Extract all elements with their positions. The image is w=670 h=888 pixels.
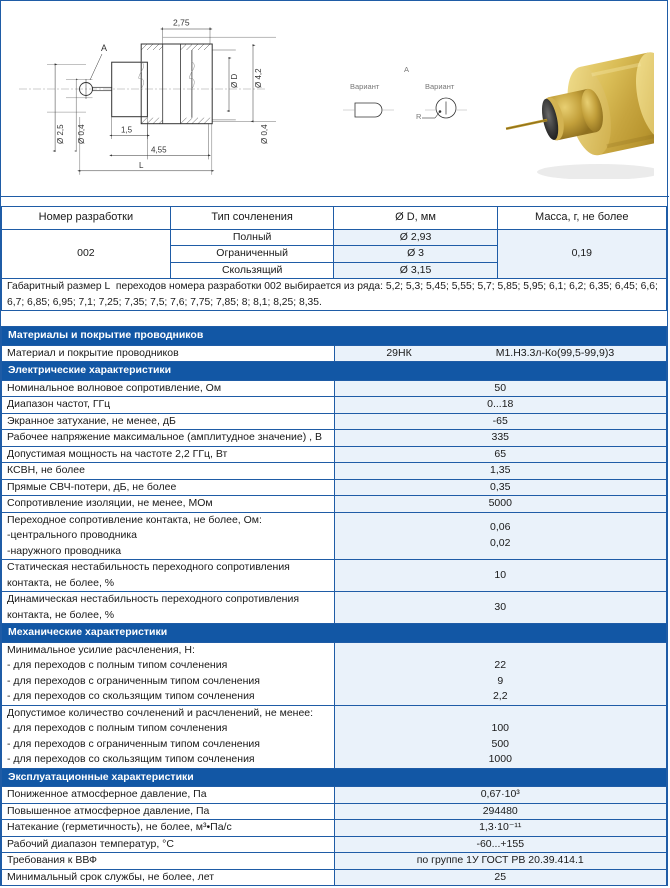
svg-text:A: A [404,65,409,74]
svg-text:A: A [101,43,107,53]
svg-text:1,5: 1,5 [121,126,133,135]
svg-text:Ø 0,4: Ø 0,4 [260,124,269,144]
svg-text:R: R [416,112,422,121]
svg-text:Ø 4,2: Ø 4,2 [254,68,263,88]
svg-text:L: L [139,161,144,170]
svg-text:Ø 0,4: Ø 0,4 [77,124,86,144]
svg-text:4,55: 4,55 [151,146,167,155]
svg-text:Ø D: Ø D [230,74,239,88]
svg-text:Ø 2,5: Ø 2,5 [56,124,65,144]
svg-text:Вариант: Вариант [350,82,380,91]
svg-text:2,75: 2,75 [173,18,190,28]
